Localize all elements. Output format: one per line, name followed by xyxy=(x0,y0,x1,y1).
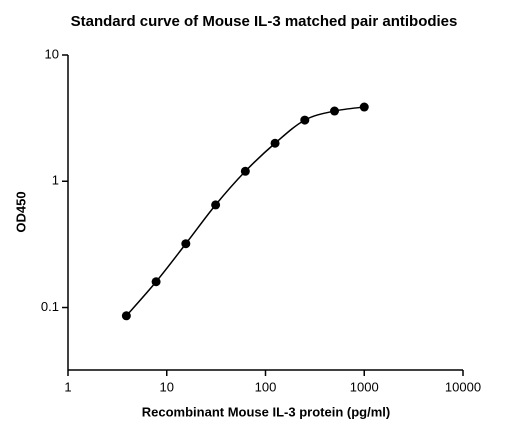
fit-curve xyxy=(125,106,365,317)
data-point xyxy=(211,200,221,210)
data-point xyxy=(359,102,369,112)
x-tick-label: 10 xyxy=(160,379,174,394)
data-point xyxy=(300,115,310,125)
data-point xyxy=(151,277,161,287)
data-point xyxy=(181,239,191,249)
x-tick-label: 10000 xyxy=(445,379,481,394)
data-point xyxy=(330,106,340,116)
x-tick-label: 100 xyxy=(255,379,277,394)
y-tick-label: 1 xyxy=(52,173,59,188)
y-tick-label: 10 xyxy=(45,46,59,61)
data-point xyxy=(270,138,280,148)
chart-title: Standard curve of Mouse IL-3 matched pai… xyxy=(71,13,458,30)
y-tick-label: 0.1 xyxy=(41,299,59,314)
x-tick-label: 1 xyxy=(64,379,71,394)
data-point xyxy=(121,311,131,321)
data-point xyxy=(240,166,250,176)
x-axis-label: Recombinant Mouse IL-3 protein (pg/ml) xyxy=(142,404,390,419)
x-tick-label: 1000 xyxy=(350,379,379,394)
y-axis-label: OD450 xyxy=(13,191,28,232)
